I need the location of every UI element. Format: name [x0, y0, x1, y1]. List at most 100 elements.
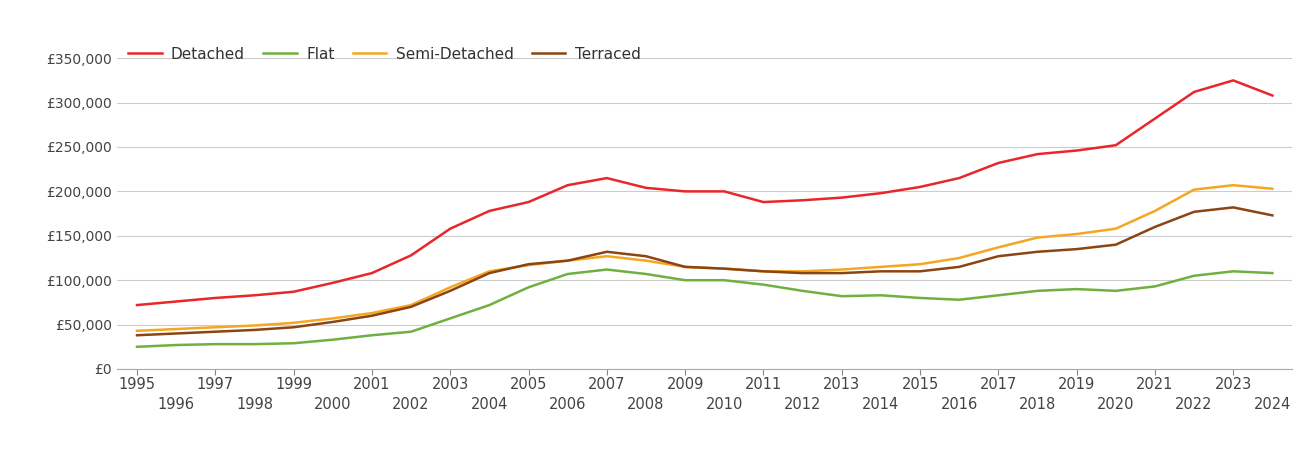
Flat — [325, 337, 341, 342]
Detached — [990, 160, 1006, 166]
Detached — [873, 190, 889, 196]
Detached — [247, 292, 262, 298]
Flat — [1108, 288, 1124, 293]
Semi-Detached — [834, 267, 850, 272]
Detached — [1069, 148, 1084, 153]
Terraced — [325, 319, 341, 324]
Detached — [756, 199, 771, 205]
Detached — [325, 280, 341, 286]
Terraced — [795, 270, 810, 276]
Detached — [951, 176, 967, 181]
Terraced — [482, 270, 497, 276]
Semi-Detached — [756, 269, 771, 274]
Detached — [834, 195, 850, 200]
Detached — [1108, 143, 1124, 148]
Semi-Detached — [599, 253, 615, 259]
Semi-Detached — [168, 326, 184, 332]
Line: Terraced: Terraced — [137, 207, 1272, 335]
Flat — [442, 316, 458, 321]
Terraced — [1186, 209, 1202, 215]
Detached — [1147, 116, 1163, 122]
Terraced — [716, 266, 732, 271]
Detached — [1186, 89, 1202, 94]
Semi-Detached — [1108, 226, 1124, 231]
Semi-Detached — [482, 269, 497, 274]
Semi-Detached — [403, 302, 419, 308]
Terraced — [1108, 242, 1124, 248]
Detached — [912, 184, 928, 189]
Detached — [599, 176, 615, 181]
Semi-Detached — [207, 324, 223, 330]
Terraced — [990, 253, 1006, 259]
Terraced — [364, 313, 380, 319]
Semi-Detached — [364, 310, 380, 316]
Terraced — [638, 253, 654, 259]
Terraced — [286, 324, 301, 330]
Flat — [247, 342, 262, 347]
Detached — [716, 189, 732, 194]
Flat — [1069, 286, 1084, 292]
Terraced — [912, 269, 928, 274]
Detached — [638, 185, 654, 190]
Flat — [1147, 284, 1163, 289]
Terraced — [207, 329, 223, 334]
Semi-Detached — [873, 264, 889, 270]
Semi-Detached — [795, 269, 810, 274]
Flat — [521, 284, 536, 290]
Semi-Detached — [442, 284, 458, 290]
Semi-Detached — [1186, 187, 1202, 192]
Semi-Detached — [1265, 186, 1280, 191]
Flat — [207, 342, 223, 347]
Detached — [1030, 151, 1045, 157]
Terraced — [247, 327, 262, 333]
Line: Flat: Flat — [137, 270, 1272, 347]
Detached — [442, 226, 458, 231]
Terraced — [834, 270, 850, 276]
Detached — [403, 252, 419, 258]
Flat — [168, 342, 184, 348]
Legend: Detached, Flat, Semi-Detached, Terraced: Detached, Flat, Semi-Detached, Terraced — [125, 44, 643, 65]
Terraced — [677, 264, 693, 270]
Semi-Detached — [1225, 183, 1241, 188]
Semi-Detached — [1147, 208, 1163, 214]
Detached — [168, 299, 184, 304]
Semi-Detached — [1030, 235, 1045, 240]
Semi-Detached — [638, 258, 654, 263]
Detached — [677, 189, 693, 194]
Terraced — [1225, 205, 1241, 210]
Flat — [1186, 273, 1202, 279]
Detached — [521, 199, 536, 205]
Flat — [677, 278, 693, 283]
Semi-Detached — [912, 261, 928, 267]
Detached — [286, 289, 301, 294]
Detached — [364, 270, 380, 276]
Flat — [599, 267, 615, 272]
Flat — [1225, 269, 1241, 274]
Flat — [834, 293, 850, 299]
Flat — [873, 292, 889, 298]
Detached — [482, 208, 497, 214]
Detached — [795, 198, 810, 203]
Flat — [482, 302, 497, 308]
Semi-Detached — [677, 264, 693, 270]
Terraced — [560, 258, 576, 263]
Detached — [129, 302, 145, 308]
Flat — [129, 344, 145, 350]
Semi-Detached — [990, 245, 1006, 250]
Semi-Detached — [716, 266, 732, 271]
Semi-Detached — [951, 255, 967, 261]
Detached — [207, 295, 223, 301]
Semi-Detached — [560, 258, 576, 263]
Terraced — [442, 288, 458, 293]
Flat — [756, 282, 771, 288]
Flat — [364, 333, 380, 338]
Terraced — [1069, 247, 1084, 252]
Detached — [1265, 93, 1280, 98]
Semi-Detached — [247, 323, 262, 328]
Terraced — [873, 269, 889, 274]
Semi-Detached — [325, 316, 341, 321]
Flat — [795, 288, 810, 293]
Terraced — [521, 261, 536, 267]
Flat — [1030, 288, 1045, 293]
Flat — [990, 292, 1006, 298]
